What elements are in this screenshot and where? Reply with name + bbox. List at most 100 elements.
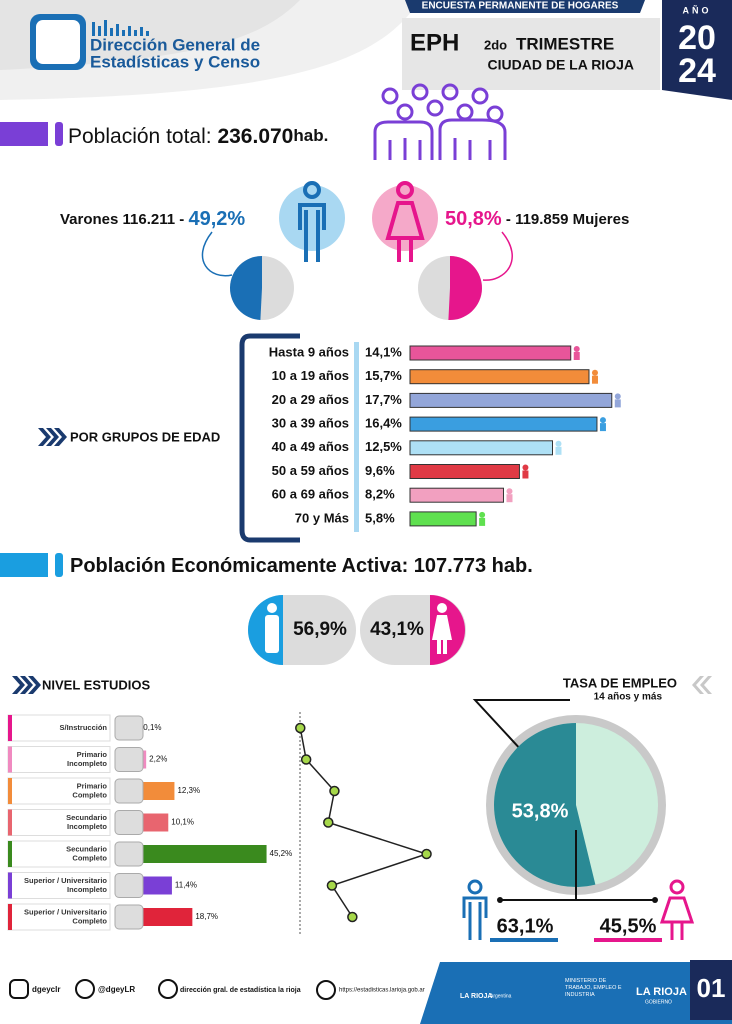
- gov: LA RIOJA: [636, 986, 687, 998]
- age-icon: [591, 375, 598, 384]
- emp-subtitle: 14 años y más: [594, 692, 663, 703]
- section-bar: [55, 122, 63, 146]
- age-divider: [354, 342, 359, 532]
- edu-dot: [347, 911, 358, 923]
- women-figure: [385, 181, 425, 262]
- edu-pct: 12,3%: [177, 786, 200, 795]
- edu-label-line: Primario: [77, 750, 108, 759]
- pointer: [500, 830, 655, 901]
- org-name: Dirección General de: [90, 35, 260, 54]
- edu-pct: 11,4%: [175, 881, 197, 890]
- age-icon: [479, 511, 486, 518]
- edu-pct: 2,2%: [149, 755, 167, 764]
- pointer: [472, 699, 570, 766]
- edu-bar: [140, 782, 175, 800]
- women-pie: [448, 256, 482, 320]
- age-icon: [599, 423, 606, 432]
- edu-pct: 45,2%: [270, 849, 293, 858]
- edu-label-line: Secundario: [66, 844, 107, 853]
- edu-label: Primario Incompleto: [67, 750, 107, 768]
- survey-name: ENCUESTA PERMANENTE DE HOGARES: [422, 1, 619, 12]
- edu-dot: [295, 722, 306, 734]
- women-figure: [669, 879, 685, 895]
- bracket: [239, 333, 300, 543]
- age-icon: [591, 369, 598, 376]
- men-pie: [229, 256, 262, 320]
- chevrons: [38, 428, 67, 446]
- age-label: 30 a 39 años: [272, 416, 349, 431]
- pea-label: Población Económicamente Activa: 107.773…: [70, 555, 533, 577]
- emp-men: 63,1%: [497, 915, 554, 937]
- age-bar: [409, 440, 553, 456]
- population-label: Población total: 236.070hab.: [68, 125, 328, 148]
- edu-dot: [300, 754, 312, 765]
- edu-icon: [114, 873, 144, 898]
- emp-underline: [490, 938, 558, 942]
- age-label: 60 a 69 años: [272, 487, 349, 502]
- gov-sub: GOBIERNO: [645, 999, 672, 1005]
- age-icon: [614, 399, 621, 408]
- chevrons: [12, 676, 41, 694]
- ministry: MINISTERIO DE TRABAJO, EMPLEO E INDUSTRI…: [565, 978, 622, 998]
- edu-stripe: [8, 809, 12, 836]
- pointer-dot: [497, 897, 503, 903]
- edu-icon: [114, 778, 144, 804]
- edu-label-box: [7, 809, 111, 836]
- edu-stripe: [8, 715, 12, 741]
- edu-bar: [140, 813, 169, 832]
- pea-men: 56,9%: [293, 619, 347, 640]
- chevrons: [692, 676, 712, 694]
- edu-dot: [323, 817, 334, 828]
- edu-label-line: Incompleto: [67, 885, 107, 894]
- year-label: AÑO: [683, 5, 712, 15]
- city: CIUDAD DE LA RIOJA: [488, 57, 635, 73]
- x-handle: @dgeyLR: [98, 985, 135, 994]
- men-icon: [279, 185, 345, 251]
- age-pct: 8,2%: [365, 487, 395, 502]
- edu-label-box: [7, 872, 111, 899]
- pea-women: 43,1%: [370, 619, 424, 640]
- page-number: 01: [697, 973, 726, 1003]
- men-figure: [298, 181, 326, 262]
- page-box: [690, 960, 732, 1020]
- edu-bar: [140, 908, 193, 926]
- age-label: 50 a 59 años: [272, 463, 349, 478]
- age-icon: [555, 440, 562, 447]
- logo-bars: [92, 20, 149, 36]
- edu-pct: 10,1%: [171, 818, 194, 827]
- section-bar: [0, 122, 48, 146]
- social-icons: [9, 979, 336, 1000]
- logo: [36, 20, 80, 64]
- quarter: 2do: [484, 37, 507, 52]
- edu-label-box: [7, 777, 111, 805]
- age-title: POR GRUPOS DE EDAD: [70, 429, 220, 444]
- emp-slice: [494, 723, 596, 888]
- quarter-word: TRIMESTRE: [516, 34, 614, 53]
- connector: [482, 231, 513, 281]
- age-pct: 12,5%: [365, 439, 402, 454]
- connector: [201, 231, 233, 277]
- edu-label: S/Instrucción: [59, 723, 107, 732]
- age-label: 70 y Más: [295, 510, 349, 525]
- edu-stripe: [8, 841, 12, 867]
- edu-label: Secundario Incompleto: [66, 813, 107, 831]
- emp-underline: [594, 938, 662, 942]
- pointer-dot: [652, 897, 658, 903]
- edu-icon: [114, 715, 144, 741]
- age-icon: [522, 464, 529, 471]
- survey-strip: [405, 0, 645, 13]
- edu-icon: [114, 904, 144, 930]
- edu-label-line: Superior / Universitario: [24, 876, 107, 885]
- men-figure: [265, 603, 279, 653]
- age-bar: [409, 416, 598, 432]
- emp-title: TASA DE EMPLEO: [563, 675, 677, 690]
- age-icon: [506, 494, 513, 503]
- section-bar: [0, 553, 48, 577]
- edu-icon: [114, 841, 144, 867]
- edu-label-line: Superior / Universitario: [24, 907, 107, 916]
- edu-label-line: Primario: [77, 781, 108, 790]
- eph: EPH: [410, 29, 459, 56]
- age-icon: [599, 417, 606, 424]
- edu-dot: [326, 880, 338, 891]
